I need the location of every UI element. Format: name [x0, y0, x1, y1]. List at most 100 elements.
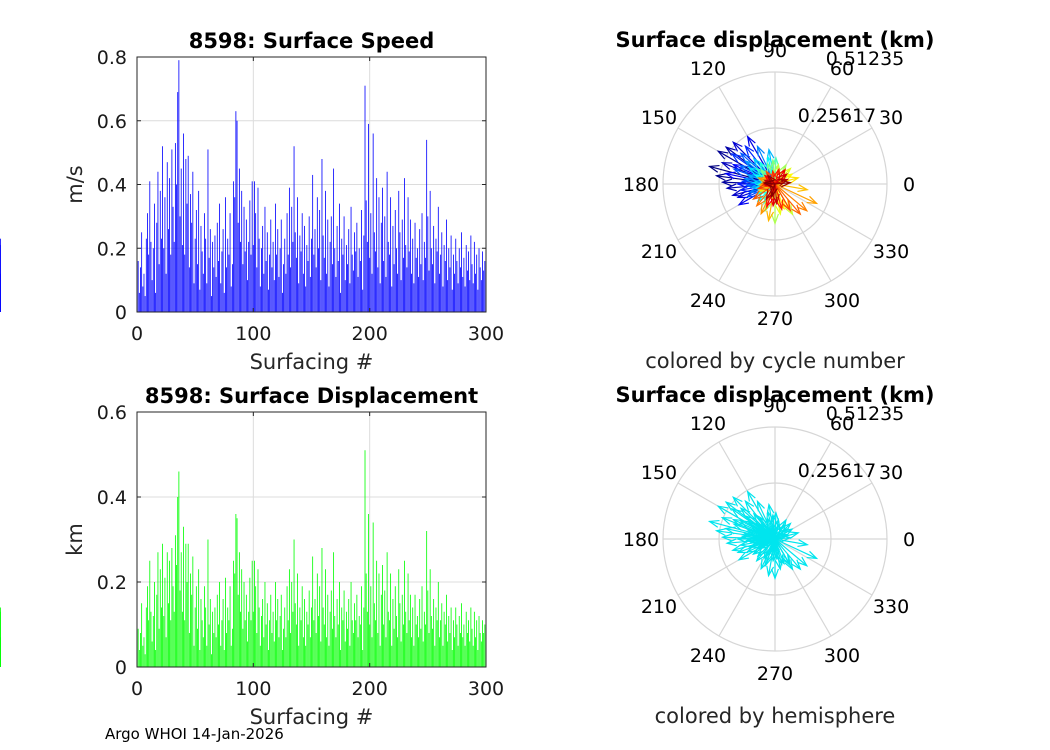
bar [277, 599, 279, 667]
bar [226, 267, 227, 312]
bar [179, 590, 181, 667]
bar [469, 280, 471, 312]
bar [276, 620, 278, 667]
angle-label: 60 [830, 58, 854, 80]
bar [477, 650, 479, 667]
bar [476, 620, 478, 667]
bar [384, 216, 386, 312]
bar [290, 267, 291, 312]
bar [394, 210, 396, 312]
bar [337, 261, 339, 312]
bar [230, 645, 232, 667]
vector-arrowhead [730, 507, 742, 518]
bar [462, 637, 464, 667]
bar [141, 232, 143, 312]
bar [170, 254, 172, 312]
bar [420, 628, 422, 667]
bar [155, 650, 157, 667]
bar [212, 611, 214, 667]
bar [313, 254, 315, 312]
bar [434, 645, 436, 667]
bar [468, 251, 469, 312]
bar [429, 190, 431, 312]
bar [264, 582, 266, 667]
vector-arrowhead [766, 516, 775, 529]
bar [269, 620, 271, 667]
bar [254, 560, 255, 667]
bar [469, 641, 471, 667]
bar [435, 607, 437, 667]
bar [409, 219, 411, 312]
bar [268, 650, 269, 667]
bar [142, 286, 144, 312]
bar [255, 213, 257, 312]
bar [464, 286, 466, 312]
x-tick-label: 0 [131, 678, 143, 700]
vector-arrowhead [738, 184, 751, 193]
bar [416, 248, 418, 312]
bar [158, 264, 160, 312]
y-axis-label: km [63, 523, 87, 556]
displacement-vector [774, 538, 778, 559]
bar [272, 241, 274, 312]
bar [448, 616, 450, 667]
bar [342, 254, 344, 312]
bar [333, 552, 335, 667]
bar [288, 569, 290, 667]
bar [371, 637, 373, 667]
bar [222, 229, 224, 312]
vector-arrowhead [714, 173, 727, 182]
bar [298, 645, 300, 667]
angle-label: 60 [830, 413, 854, 435]
bar [283, 628, 284, 667]
bar [214, 235, 216, 312]
vector-arrowhead [766, 551, 774, 564]
bar [422, 641, 424, 667]
angle-label: 180 [623, 529, 659, 551]
bar [432, 264, 433, 312]
vector-arrowhead [738, 164, 751, 174]
bar [337, 624, 339, 667]
bar [172, 206, 174, 312]
bar [245, 219, 247, 312]
bar [325, 190, 326, 312]
bar [301, 586, 303, 667]
vector-arrowhead [756, 144, 765, 157]
bar [301, 213, 303, 312]
bar [413, 283, 415, 312]
bar [443, 245, 445, 312]
bar [231, 628, 233, 667]
bar [181, 245, 183, 312]
vector-arrowhead [760, 558, 769, 571]
vector-arrowhead [784, 559, 794, 571]
bar [237, 594, 239, 667]
bar [442, 286, 444, 312]
bar [339, 203, 340, 312]
bar [229, 213, 231, 312]
bar [277, 229, 279, 312]
y-tick-label: 0.2 [97, 238, 127, 260]
bar [368, 514, 369, 667]
bar [321, 548, 323, 667]
bar [425, 257, 426, 312]
bar [171, 548, 173, 667]
bar [363, 607, 365, 667]
bar [447, 280, 449, 312]
bar [391, 286, 393, 312]
bar [149, 560, 151, 667]
bar [251, 560, 253, 667]
bar [244, 251, 246, 312]
bar [177, 92, 179, 312]
bar [252, 611, 254, 667]
bar [359, 624, 361, 667]
bar [176, 184, 177, 312]
bar [174, 143, 176, 312]
bar [308, 216, 310, 312]
bar [235, 514, 237, 667]
bar [319, 210, 321, 312]
bar [194, 238, 196, 312]
bar [249, 200, 251, 312]
bar [375, 620, 376, 667]
bar [477, 289, 479, 312]
bar [333, 168, 335, 312]
